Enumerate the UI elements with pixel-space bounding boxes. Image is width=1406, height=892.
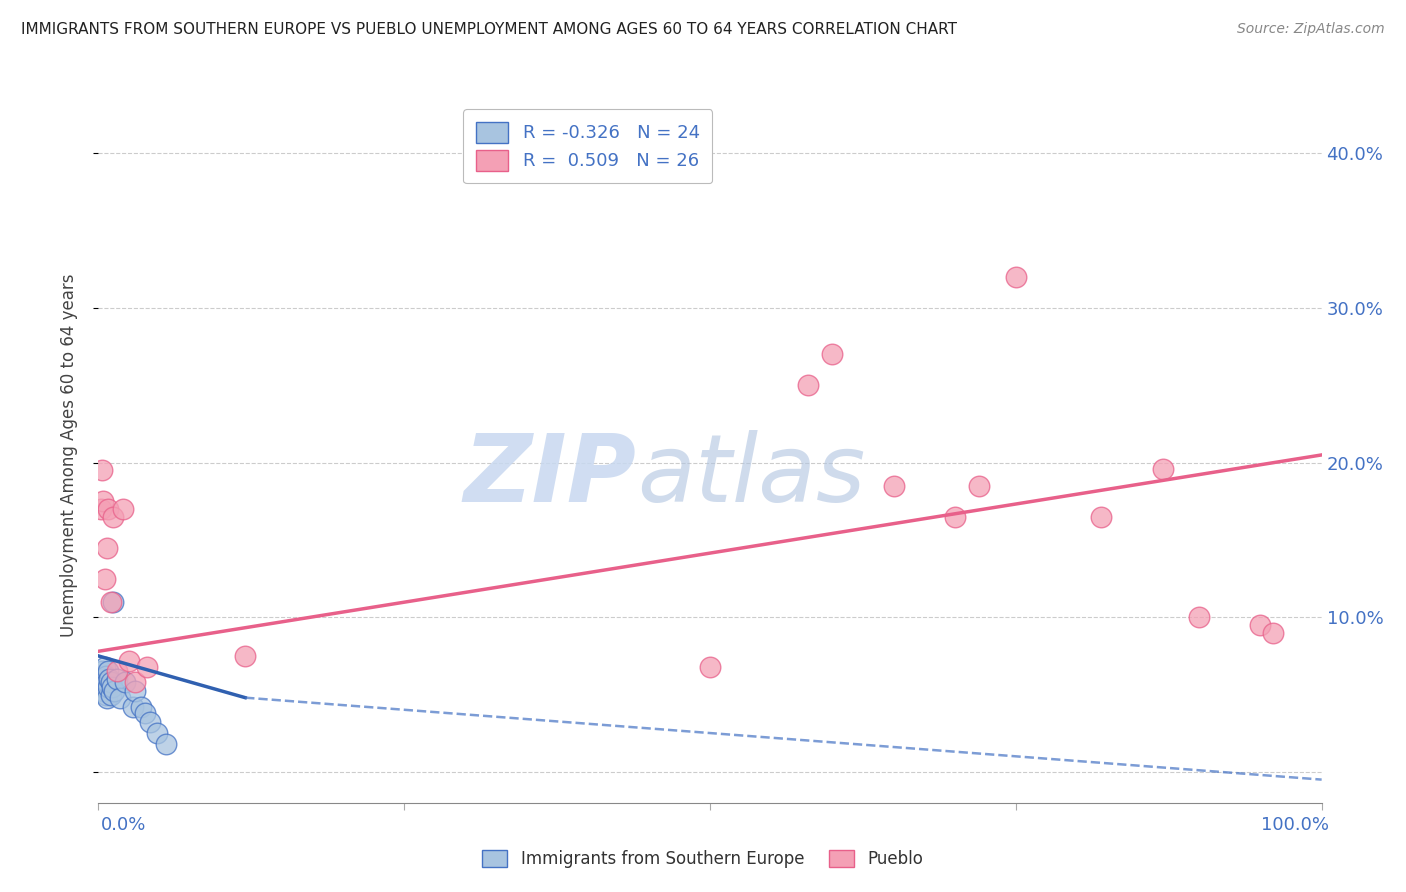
Point bbox=[93, 680, 115, 694]
Point bbox=[1249, 618, 1271, 632]
Point bbox=[101, 595, 124, 609]
Point bbox=[124, 675, 146, 690]
Point bbox=[91, 684, 114, 698]
Point bbox=[1261, 625, 1284, 640]
Point bbox=[90, 680, 112, 694]
Point bbox=[114, 675, 136, 690]
Point bbox=[97, 665, 120, 679]
Point bbox=[89, 672, 111, 686]
Point bbox=[97, 680, 120, 694]
Point bbox=[124, 684, 146, 698]
Point bbox=[90, 502, 112, 516]
Point bbox=[121, 700, 143, 714]
Point bbox=[111, 502, 134, 516]
Legend: R = -0.326   N = 24, R =  0.509   N = 26: R = -0.326 N = 24, R = 0.509 N = 26 bbox=[463, 109, 713, 184]
Point bbox=[105, 672, 128, 686]
Point bbox=[155, 737, 177, 751]
Text: 100.0%: 100.0% bbox=[1261, 816, 1329, 834]
Point bbox=[1004, 270, 1026, 285]
Point bbox=[96, 675, 118, 690]
Text: ZIP: ZIP bbox=[464, 430, 637, 522]
Point bbox=[118, 654, 141, 668]
Point bbox=[100, 688, 122, 702]
Point bbox=[103, 684, 125, 698]
Point bbox=[91, 675, 114, 690]
Text: atlas: atlas bbox=[637, 430, 865, 521]
Point bbox=[129, 700, 152, 714]
Point bbox=[136, 659, 159, 673]
Point bbox=[967, 479, 990, 493]
Point bbox=[101, 509, 124, 524]
Point bbox=[93, 572, 115, 586]
Point bbox=[146, 726, 169, 740]
Point bbox=[97, 502, 120, 516]
Text: Source: ZipAtlas.com: Source: ZipAtlas.com bbox=[1237, 22, 1385, 37]
Point bbox=[94, 688, 117, 702]
Point bbox=[1152, 462, 1174, 476]
Point bbox=[883, 479, 905, 493]
Point bbox=[91, 463, 114, 477]
Point bbox=[91, 665, 114, 679]
Point bbox=[98, 672, 121, 686]
Point bbox=[134, 706, 156, 720]
Point bbox=[93, 659, 115, 673]
Point bbox=[91, 494, 114, 508]
Point bbox=[699, 659, 721, 673]
Point bbox=[139, 715, 162, 730]
Legend: Immigrants from Southern Europe, Pueblo: Immigrants from Southern Europe, Pueblo bbox=[475, 843, 931, 875]
Point bbox=[233, 648, 256, 663]
Point bbox=[96, 690, 118, 705]
Point bbox=[943, 509, 966, 524]
Y-axis label: Unemployment Among Ages 60 to 64 years: Unemployment Among Ages 60 to 64 years bbox=[59, 273, 77, 637]
Point bbox=[1090, 509, 1112, 524]
Point bbox=[1188, 610, 1211, 624]
Point bbox=[110, 690, 132, 705]
Point bbox=[94, 669, 117, 683]
Point bbox=[101, 680, 124, 694]
Point bbox=[91, 672, 114, 686]
Point bbox=[821, 347, 844, 361]
Text: IMMIGRANTS FROM SOUTHERN EUROPE VS PUEBLO UNEMPLOYMENT AMONG AGES 60 TO 64 YEARS: IMMIGRANTS FROM SOUTHERN EUROPE VS PUEBL… bbox=[21, 22, 957, 37]
Point bbox=[100, 675, 122, 690]
Point bbox=[797, 378, 820, 392]
Text: 0.0%: 0.0% bbox=[101, 816, 146, 834]
Point bbox=[105, 665, 128, 679]
Point bbox=[100, 595, 122, 609]
Point bbox=[96, 541, 118, 555]
